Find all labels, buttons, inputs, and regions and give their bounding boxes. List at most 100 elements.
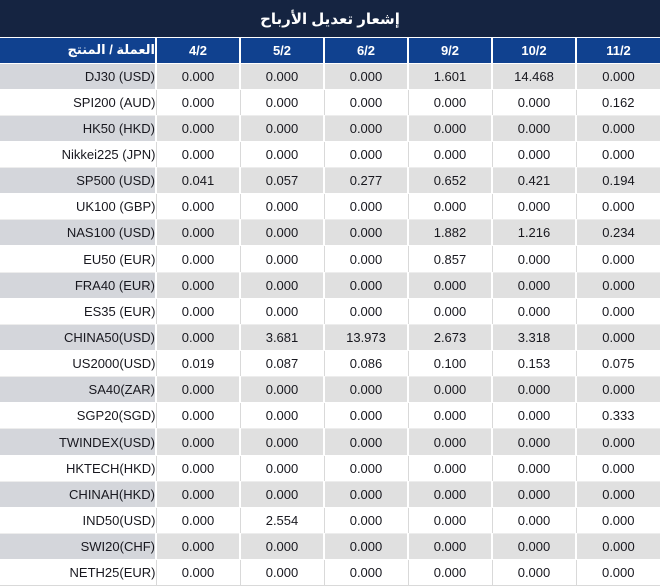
table-row: EU50 (EUR) 0.000 0.000 0.000 0.857 0.000 0.000 [0, 245, 660, 273]
adjustment-value-cell: 0.000 [576, 455, 660, 482]
adjustment-value-cell: 0.000 [408, 533, 493, 561]
adjustment-value-cell: 0.000 [156, 245, 241, 273]
column-header-date: 9/2 [408, 38, 493, 63]
adjustment-value-cell: 0.000 [324, 114, 409, 142]
adjustment-value-cell: 0.000 [492, 455, 577, 482]
table-row: NETH25(EUR) 0.000 0.000 0.000 0.000 0.000 0.00… [0, 559, 660, 587]
table-row: US2000(USD) 0.019 0.087 0.086 0.100 0.153 0.07… [0, 350, 660, 378]
product-name-cell: SPI200 (AUD) [0, 89, 157, 116]
product-name-cell: SGP20(SGD) [0, 402, 157, 430]
adjustment-value-cell: 0.000 [576, 323, 660, 352]
adjustment-value-cell: 0.000 [240, 298, 325, 325]
adjustment-value-cell: 0.000 [324, 271, 409, 299]
adjustment-value-cell: 0.000 [240, 402, 325, 430]
adjustment-value-cell: 0.000 [240, 219, 325, 247]
adjustment-value-cell: 0.000 [576, 480, 660, 508]
adjustment-value-cell: 3.318 [492, 323, 577, 352]
adjustment-value-cell: 0.000 [492, 298, 577, 325]
adjustment-value-cell: 0.153 [492, 350, 577, 378]
adjustment-value-cell: 0.000 [492, 193, 577, 221]
adjustment-value-cell: 0.000 [324, 428, 409, 456]
adjustment-value-cell: 1.601 [408, 62, 493, 90]
adjustment-value-cell: 2.673 [408, 323, 493, 352]
adjustment-value-cell: 0.000 [240, 114, 325, 142]
adjustment-value-cell: 0.000 [576, 298, 660, 325]
adjustment-value-cell: 0.000 [240, 533, 325, 561]
adjustment-value-cell: 0.000 [324, 402, 409, 430]
adjustment-value-cell: 0.000 [324, 89, 409, 116]
product-name-cell: EU50 (EUR) [0, 245, 157, 273]
table-row: FRA40 (EUR) 0.000 0.000 0.000 0.000 0.000 0.00… [0, 271, 660, 299]
adjustment-value-cell: 0.000 [408, 480, 493, 508]
adjustment-value-cell: 0.000 [408, 507, 493, 535]
adjustment-value-cell: 0.000 [408, 402, 493, 430]
adjustment-value-cell: 0.000 [576, 114, 660, 142]
product-name-cell: FRA40 (EUR) [0, 271, 157, 299]
adjustment-value-cell: 0.000 [408, 428, 493, 456]
adjustment-value-cell: 13.973 [324, 323, 409, 352]
product-name-cell: NAS100 (USD) [0, 219, 157, 247]
adjustment-value-cell: 0.000 [324, 376, 409, 404]
adjustment-value-cell: 0.041 [156, 167, 241, 195]
adjustment-value-cell: 0.000 [240, 455, 325, 482]
profit-adjustment-table: العملة / المنتج 4/2 5/2 6/2 9/2 10/2 11/2 DJ3… [0, 38, 660, 587]
product-name-cell: SP500 (USD) [0, 167, 157, 195]
adjustment-value-cell: 0.075 [576, 350, 660, 378]
adjustment-value-cell: 0.421 [492, 167, 577, 195]
adjustment-value-cell: 0.000 [240, 271, 325, 299]
table-row: SA40(ZAR) 0.000 0.000 0.000 0.000 0.000 0.000 [0, 376, 660, 404]
adjustment-value-cell: 0.000 [156, 480, 241, 508]
product-name-cell: HKTECH(HKD) [0, 455, 157, 482]
adjustment-value-cell: 0.000 [408, 193, 493, 221]
table-row: SPI200 (AUD) 0.000 0.000 0.000 0.000 0.000 0.1… [0, 89, 660, 116]
column-header-date: 6/2 [324, 38, 409, 63]
adjustment-value-cell: 0.000 [576, 141, 660, 169]
adjustment-value-cell: 0.000 [576, 271, 660, 299]
adjustment-value-cell: 2.554 [240, 507, 325, 535]
adjustment-value-cell: 0.000 [492, 376, 577, 404]
adjustment-value-cell: 0.000 [492, 559, 577, 587]
adjustment-value-cell: 0.000 [324, 219, 409, 247]
product-name-cell: Nikkei225 (JPN) [0, 141, 157, 169]
table-header-row: العملة / المنتج 4/2 5/2 6/2 9/2 10/2 11/2 [0, 38, 660, 63]
product-name-cell: IND50(USD) [0, 507, 157, 535]
adjustment-value-cell: 0.000 [156, 559, 241, 587]
adjustment-value-cell: 0.000 [156, 271, 241, 299]
product-name-cell: HK50 (HKD) [0, 114, 157, 142]
adjustment-value-cell: 0.000 [324, 559, 409, 587]
adjustment-value-cell: 0.000 [492, 507, 577, 535]
adjustment-value-cell: 0.100 [408, 350, 493, 378]
product-name-cell: ES35 (EUR) [0, 298, 157, 325]
column-header-product: العملة / المنتج [0, 38, 157, 63]
adjustment-value-cell: 0.000 [576, 245, 660, 273]
adjustment-value-cell: 0.000 [156, 428, 241, 456]
adjustment-value-cell: 0.000 [156, 141, 241, 169]
column-header-date: 10/2 [492, 38, 577, 63]
product-name-cell: SWI20(CHF) [0, 533, 157, 561]
table-body: DJ30 (USD) 0.000 0.000 0.000 1.601 14.468 0.00… [0, 62, 660, 587]
adjustment-value-cell: 0.000 [576, 193, 660, 221]
adjustment-value-cell: 0.000 [492, 141, 577, 169]
product-name-cell: DJ30 (USD) [0, 62, 157, 90]
adjustment-value-cell: 0.000 [156, 62, 241, 90]
adjustment-value-cell: 1.882 [408, 219, 493, 247]
adjustment-value-cell: 0.000 [408, 141, 493, 169]
adjustment-value-cell: 0.000 [324, 193, 409, 221]
adjustment-value-cell: 0.000 [408, 298, 493, 325]
table-row: DJ30 (USD) 0.000 0.000 0.000 1.601 14.468 0.00… [0, 62, 660, 90]
adjustment-value-cell: 0.000 [576, 507, 660, 535]
adjustment-value-cell: 0.000 [240, 480, 325, 508]
column-header-date: 11/2 [576, 38, 660, 63]
table-row: SGP20(SGD) 0.000 0.000 0.000 0.000 0.000 0.333 [0, 402, 660, 430]
adjustment-value-cell: 0.234 [576, 219, 660, 247]
adjustment-value-cell: 0.000 [156, 114, 241, 142]
adjustment-value-cell: 0.000 [240, 62, 325, 90]
adjustment-value-cell: 0.652 [408, 167, 493, 195]
adjustment-value-cell: 0.000 [240, 428, 325, 456]
adjustment-value-cell: 0.000 [240, 245, 325, 273]
adjustment-value-cell: 0.000 [492, 271, 577, 299]
adjustment-value-cell: 0.000 [576, 62, 660, 90]
adjustment-value-cell: 0.000 [156, 298, 241, 325]
adjustment-value-cell: 0.000 [408, 114, 493, 142]
